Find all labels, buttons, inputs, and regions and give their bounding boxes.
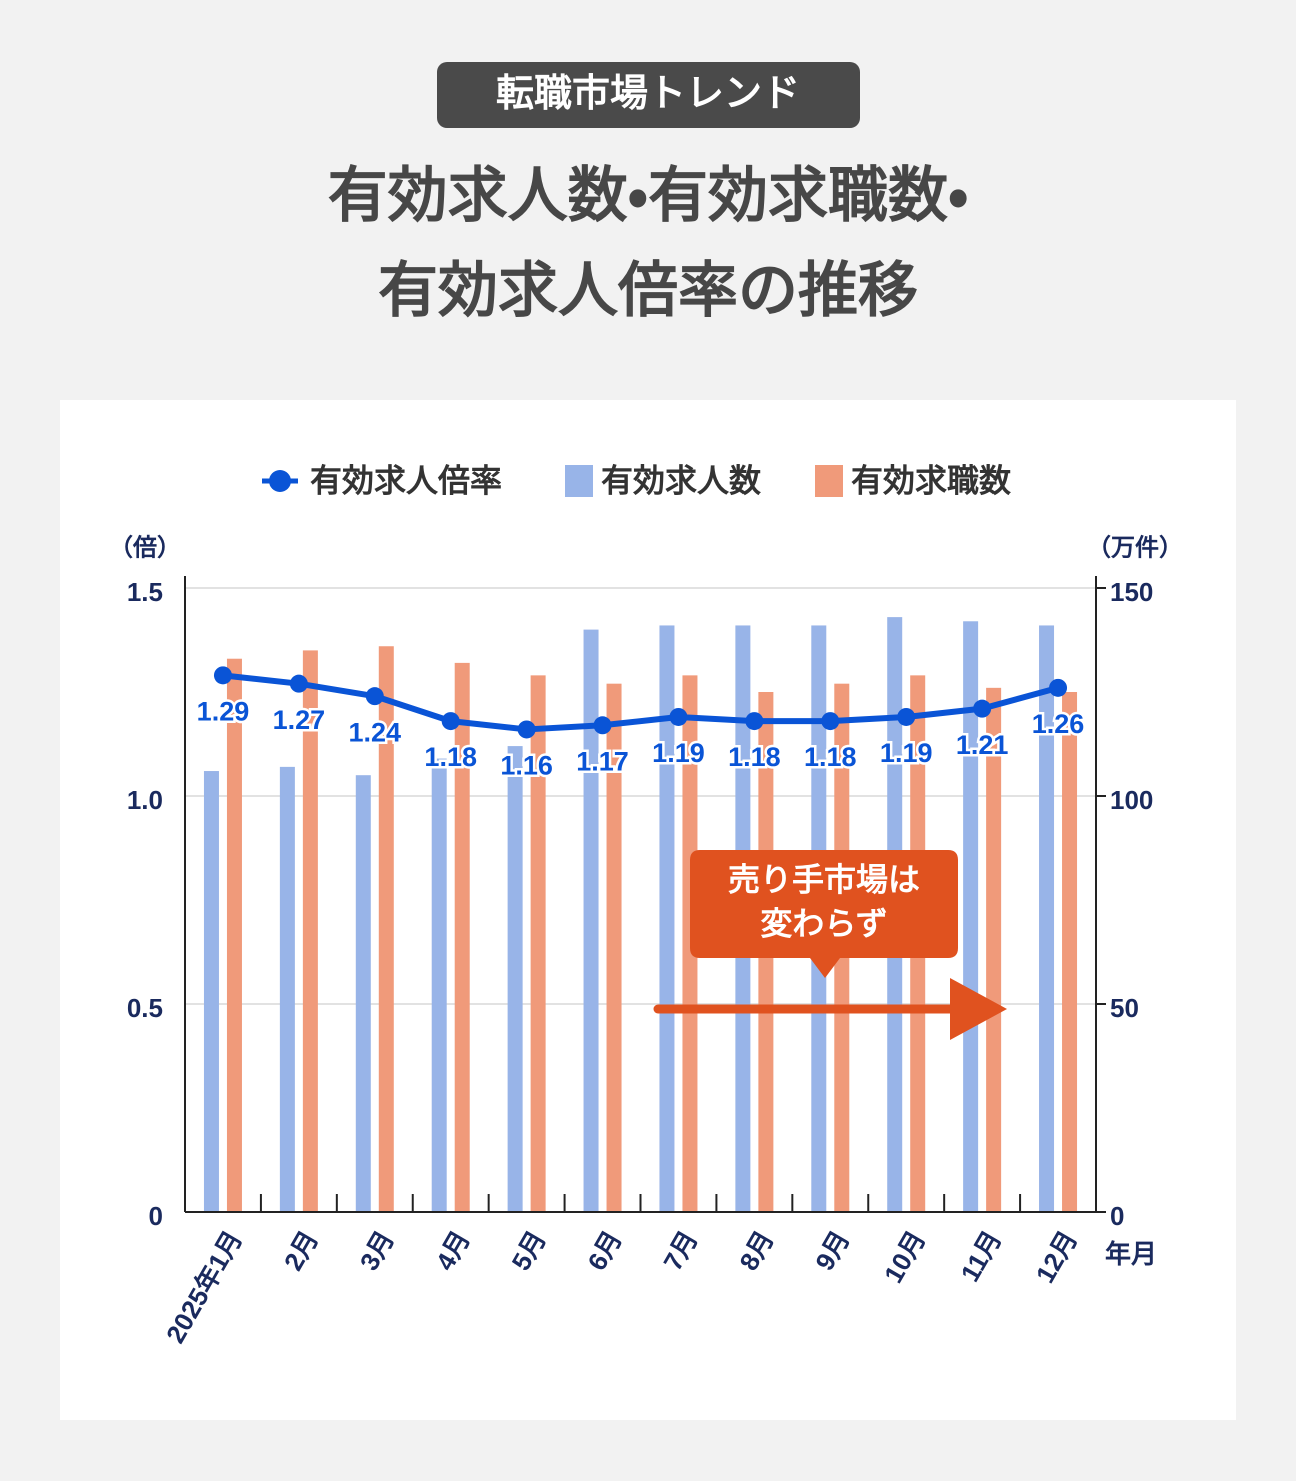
- data-label: 1.21: [956, 730, 1009, 760]
- legend-label: 有効求職数: [851, 462, 1011, 498]
- bar: [963, 621, 979, 1212]
- data-label: 1.17: [576, 746, 629, 776]
- point: [593, 716, 612, 735]
- legend: 有効求人倍率 有効求人数 有効求職数: [262, 462, 1011, 498]
- y2-axis-label: （万件）: [1087, 534, 1183, 561]
- data-label: 1.26: [1032, 709, 1085, 739]
- data-label: 1.18: [424, 742, 477, 772]
- bar: [431, 758, 447, 1212]
- y2-tick-label: 100: [1110, 785, 1153, 815]
- bar: [682, 675, 698, 1212]
- point: [213, 666, 232, 685]
- lines: 1.29 1.27 1.24 1.18 1.16 1.17 1.19 1.18 1.18 1.19…: [194, 666, 1087, 783]
- bar: [355, 775, 371, 1212]
- point: [365, 687, 384, 706]
- data-label: 1.24: [349, 717, 402, 747]
- y2-tick-label: 50: [1110, 993, 1139, 1023]
- bar: [279, 766, 295, 1212]
- bar: [507, 746, 523, 1212]
- data-label: 1.18: [728, 742, 781, 772]
- bar: [583, 629, 599, 1212]
- legend-swatch: [815, 465, 843, 497]
- badge: 転職市場トレンド: [496, 73, 800, 115]
- data-label: 1.19: [880, 738, 933, 768]
- bar: [606, 683, 622, 1212]
- point: [517, 720, 536, 739]
- data-label: 1.29: [197, 696, 250, 726]
- y-tick-label: 1.0: [127, 785, 163, 815]
- legend-swatch: [565, 465, 593, 497]
- bar: [530, 675, 546, 1212]
- point: [821, 712, 840, 731]
- point: [441, 712, 460, 731]
- bar: [1062, 692, 1078, 1212]
- y-tick-label: 0: [149, 1201, 163, 1231]
- legend-label: 有効求人数: [601, 462, 761, 498]
- x-axis-label: 年月: [1105, 1239, 1157, 1269]
- y2-tick-label: 150: [1110, 577, 1153, 607]
- bar: [378, 646, 394, 1212]
- bar: [203, 771, 219, 1212]
- y-axis-label: （倍）: [109, 534, 181, 561]
- bar: [226, 658, 242, 1212]
- arrow-head: [950, 978, 1007, 1040]
- annotation-text: 売り手市場は: [728, 861, 920, 897]
- point: [1049, 678, 1068, 697]
- bar: [659, 625, 675, 1212]
- y2-tick-label: 0: [1110, 1201, 1124, 1231]
- callout-box: [690, 850, 958, 978]
- point: [289, 674, 308, 693]
- legend-marker: [269, 470, 291, 492]
- data-label: 1.16: [500, 751, 553, 781]
- legend-label: 有効求人倍率: [310, 462, 502, 498]
- point: [745, 712, 764, 731]
- chart-title: 有効求人数・有効求職数・: [328, 162, 969, 229]
- line: [222, 672, 1059, 733]
- bar: [1039, 625, 1055, 1212]
- bar: [986, 687, 1002, 1212]
- grid: [185, 587, 1096, 1005]
- chart-title: 有効求人倍率の推移: [378, 257, 918, 324]
- annotation: 売り手市場は 変わらず: [653, 850, 1007, 1040]
- y-tick-label: 0.5: [127, 993, 163, 1023]
- y-tick-label: 1.5: [127, 577, 163, 607]
- point: [973, 699, 992, 718]
- data-label: 1.19: [652, 738, 705, 768]
- bar: [454, 662, 470, 1212]
- data-label: 1.27: [273, 705, 326, 735]
- badge-bg: [437, 62, 860, 128]
- bar: [302, 650, 318, 1212]
- point: [897, 707, 916, 726]
- point: [669, 707, 688, 726]
- annotation-text: 変わらず: [760, 905, 887, 941]
- data-label: 1.18: [804, 742, 857, 772]
